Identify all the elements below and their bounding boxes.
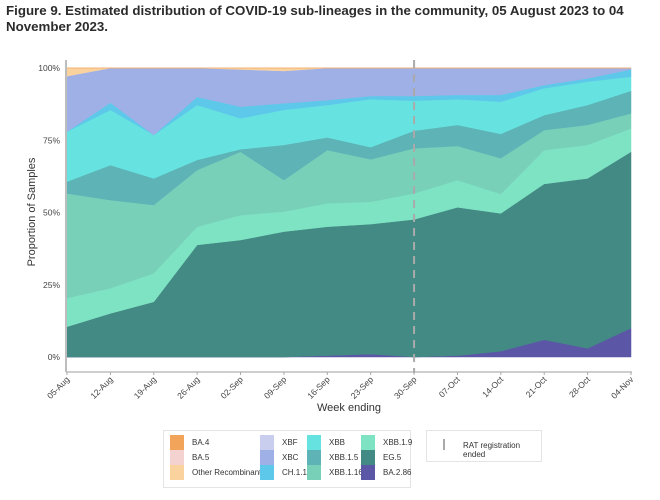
y-ticks: 0% 25% 50% 75% 100%	[38, 63, 60, 362]
legend: BA.4 BA.5 Other Recombinant XBF XBC CH.1.1 XBB…	[163, 430, 412, 488]
legend-item-xbf: XBF	[260, 435, 298, 450]
x-tick-label: 30-Sep	[392, 374, 419, 401]
x-tick-label: 19-Aug	[132, 374, 159, 401]
legend-rat: RAT registration ended	[426, 430, 542, 462]
legend-swatch	[361, 435, 375, 450]
legend-label: XBB.1.9	[383, 438, 413, 447]
legend-swatch	[361, 465, 375, 480]
legend-item-eg-5: EG.5	[361, 450, 401, 465]
legend-label: Other Recombinant	[192, 468, 262, 477]
x-axis-label: Week ending	[317, 402, 381, 414]
legend-item-other-recombinant: Other Recombinant	[170, 465, 261, 480]
legend-swatch	[170, 450, 184, 465]
y-tick-label: 50%	[43, 208, 60, 218]
legend-item-ba-5: BA.5	[170, 450, 209, 465]
legend-label: CH.1.1	[282, 468, 307, 477]
legend-rat-label: RAT registration ended	[463, 441, 521, 459]
legend-swatch	[260, 435, 274, 450]
x-tick-label: 09-Sep	[262, 374, 289, 401]
legend-item-xbb-1-16: XBB.1.16	[307, 465, 363, 480]
x-tick-label: 28-Oct	[567, 374, 593, 400]
legend-label: XBF	[282, 438, 298, 447]
legend-label: XBB	[329, 438, 346, 447]
legend-item-ch-1-1: CH.1.1	[260, 465, 307, 480]
figure-title: Figure 9. Estimated distribution of COVI…	[6, 3, 624, 34]
x-tick-label: 02-Sep	[218, 374, 245, 401]
legend-swatch	[260, 465, 274, 480]
x-tick-label: 21-Oct	[524, 374, 550, 400]
legend-swatch	[170, 465, 184, 480]
y-tick-label: 0%	[48, 352, 61, 362]
legend-swatch	[260, 450, 274, 465]
legend-item-xbb-1-9: XBB.1.9	[361, 435, 412, 450]
x-tick-label: 04-Nov	[609, 374, 636, 401]
legend-swatch	[361, 450, 375, 465]
legend-label: XBB.1.16	[329, 468, 363, 477]
legend-swatch	[307, 435, 321, 450]
legend-label: EG.5	[383, 453, 402, 462]
x-tick-label: 14-Oct	[480, 374, 506, 400]
stacked-area-chart: 0% 25% 50% 75% 100% 05-Aug 12-Aug 19-Aug 26-Aug…	[26, 60, 636, 414]
y-tick-label: 25%	[43, 280, 60, 290]
x-tick-label: 05-Aug	[45, 374, 72, 401]
legend-label: XBC	[282, 453, 299, 462]
legend-item-xbc: XBC	[260, 450, 298, 465]
y-tick-label: 100%	[38, 63, 60, 73]
x-tick-label: 26-Aug	[175, 374, 202, 401]
legend-label: BA.4	[192, 438, 210, 447]
legend-swatch	[307, 450, 321, 465]
y-axis-label: Proportion of Samples	[26, 157, 38, 266]
legend-label: XBB.1.5	[329, 453, 359, 462]
x-tick-label: 12-Aug	[88, 374, 115, 401]
x-ticks: 05-Aug 12-Aug 19-Aug 26-Aug 02-Sep 09-Sep 16-S…	[45, 372, 636, 401]
legend-item-ba-2-86: BA.2.86	[361, 465, 411, 480]
legend-swatch	[307, 465, 321, 480]
legend-item-xbb: XBB	[307, 435, 345, 450]
y-tick-label: 75%	[43, 135, 60, 145]
x-tick-label: 16-Sep	[305, 374, 332, 401]
x-tick-label: 23-Sep	[349, 374, 376, 401]
x-tick-label: 07-Oct	[437, 374, 463, 400]
legend-item-xbb-1-5: XBB.1.5	[307, 450, 358, 465]
legend-label: BA.2.86	[383, 468, 412, 477]
legend-swatch	[170, 435, 184, 450]
legend-label: BA.5	[192, 453, 210, 462]
legend-item-ba-4: BA.4	[170, 435, 209, 450]
dashed-line-icon	[443, 439, 445, 450]
chart-areas	[66, 67, 632, 358]
